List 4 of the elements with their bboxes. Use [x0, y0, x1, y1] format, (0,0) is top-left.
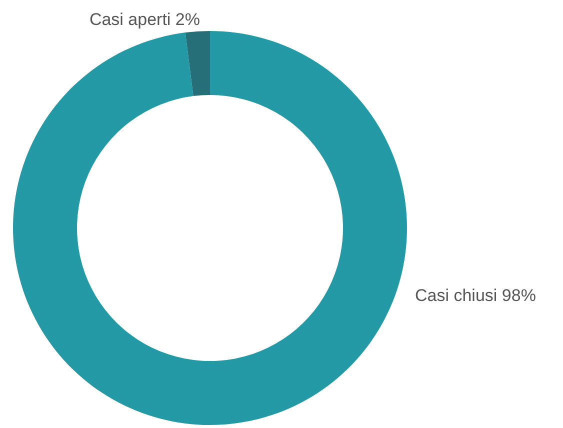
slice-label: Casi chiusi 98%: [415, 286, 536, 305]
slice-label: Casi aperti 2%: [89, 10, 200, 29]
donut-slice: [13, 31, 407, 425]
donut-slice: [185, 31, 210, 96]
